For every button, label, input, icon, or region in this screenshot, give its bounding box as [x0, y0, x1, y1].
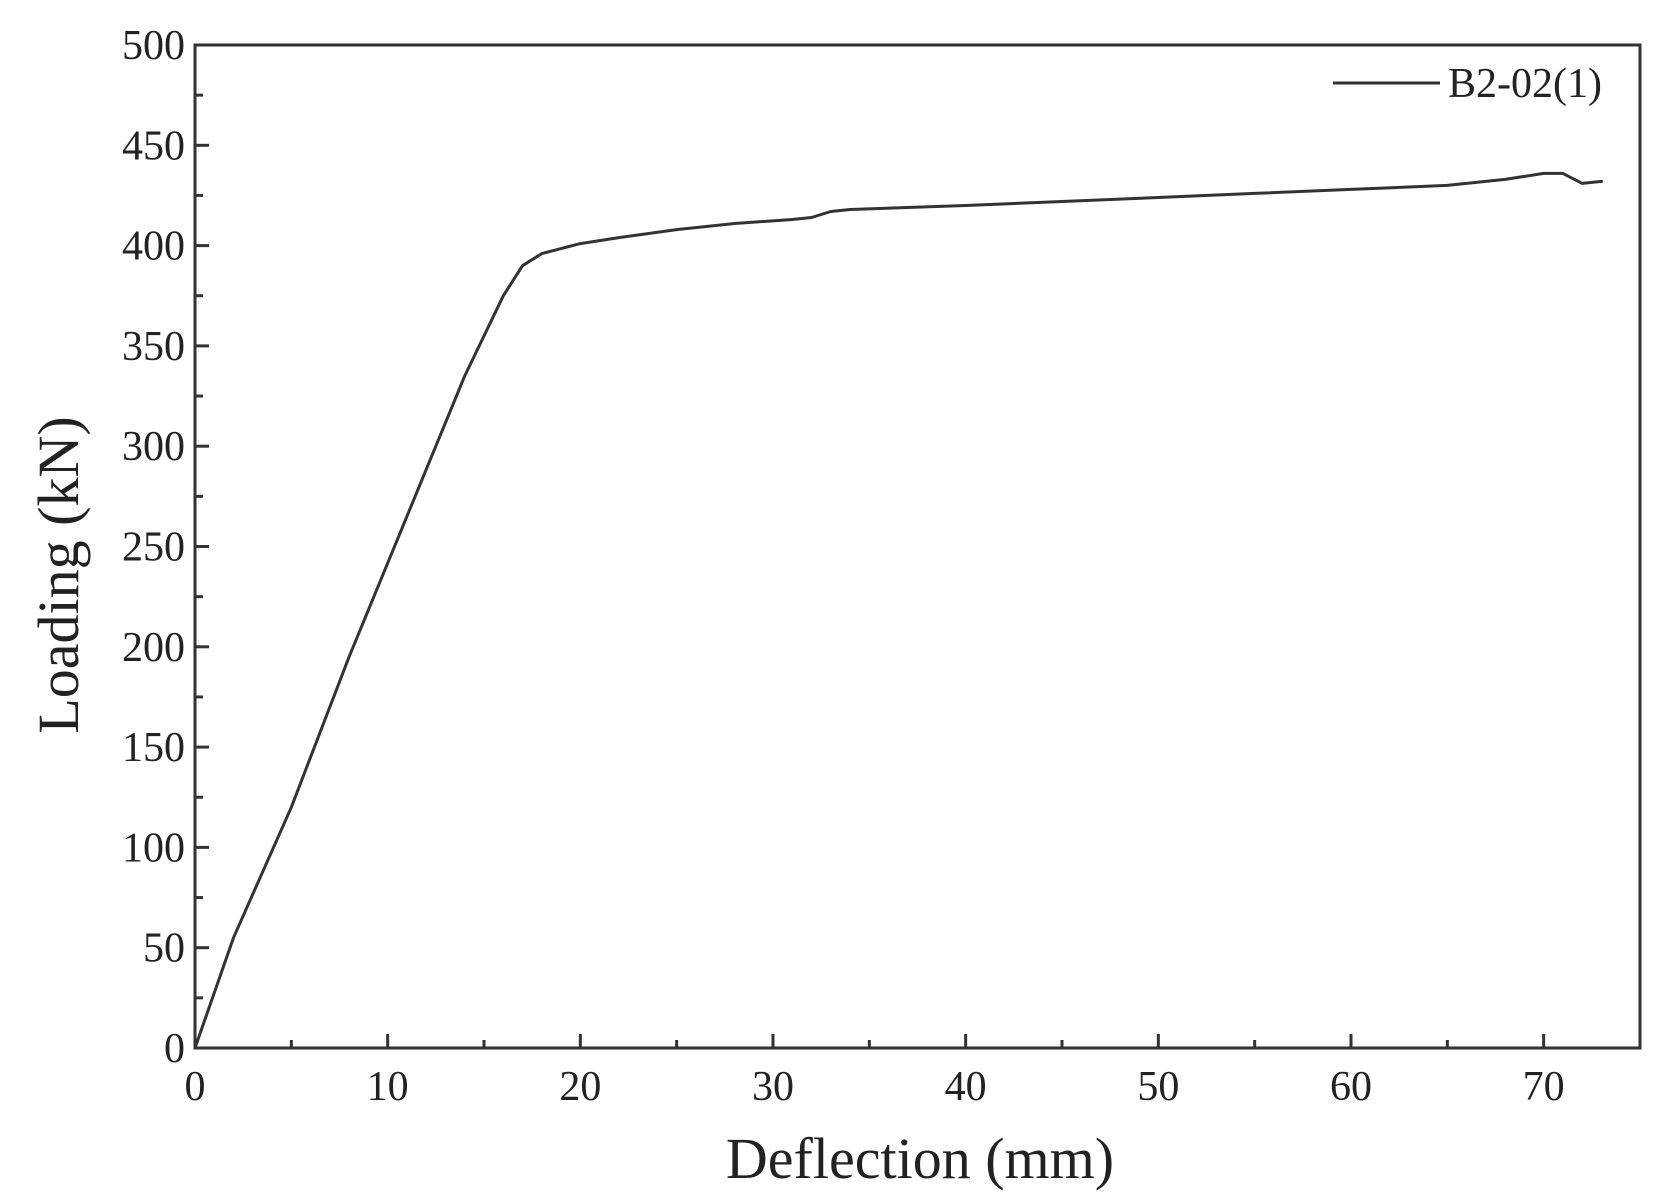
x-tick-label: 30	[752, 1064, 794, 1110]
plot-border	[193, 43, 1642, 1050]
legend-label-b2-02-1: B2-02(1)	[1448, 61, 1602, 107]
x-tick-label: 60	[1330, 1064, 1372, 1110]
series-layer	[193, 171, 1603, 1050]
y-tick-label: 500	[122, 23, 185, 69]
y-tick-label: 50	[143, 926, 185, 972]
y-tick-label: 350	[122, 324, 185, 370]
x-tick-label: 20	[559, 1064, 601, 1110]
y-tick-label: 200	[122, 625, 185, 671]
y-tick-label: 400	[122, 224, 185, 270]
x-tick-label: 70	[1523, 1064, 1565, 1110]
y-axis-title: Loading (kN)	[26, 416, 91, 733]
x-tick-label: 50	[1137, 1064, 1179, 1110]
series-line-b2-02-1	[193, 171, 1603, 1050]
y-tick-label: 450	[122, 123, 185, 169]
y-axis-ticks: 0 50 100 150 200 250 300 350 400 450 500	[122, 23, 209, 1072]
y-tick-label: 100	[122, 825, 185, 871]
plot-frame	[193, 43, 1642, 1050]
legend: B2-02(1)	[1333, 61, 1602, 107]
y-tick-label: 0	[164, 1026, 185, 1072]
y-tick-label: 150	[122, 725, 185, 771]
y-tick-label: 250	[122, 525, 185, 571]
y-tick-label: 300	[122, 424, 185, 470]
x-tick-label: 0	[185, 1064, 206, 1110]
x-tick-label: 40	[945, 1064, 987, 1110]
x-axis-ticks: 0 10 20 30 40 50 60 70	[185, 1034, 1565, 1110]
x-axis-title: Deflection (mm)	[726, 1126, 1114, 1191]
x-tick-label: 10	[367, 1064, 409, 1110]
